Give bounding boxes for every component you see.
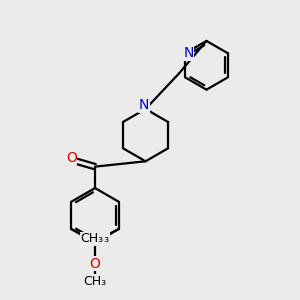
- Text: O: O: [66, 151, 77, 165]
- Text: CH₃: CH₃: [80, 232, 104, 245]
- Text: N: N: [139, 98, 149, 112]
- Text: O: O: [90, 256, 101, 271]
- Text: CH₃: CH₃: [83, 274, 106, 288]
- Text: N: N: [183, 46, 194, 60]
- Text: CH₃: CH₃: [86, 232, 110, 245]
